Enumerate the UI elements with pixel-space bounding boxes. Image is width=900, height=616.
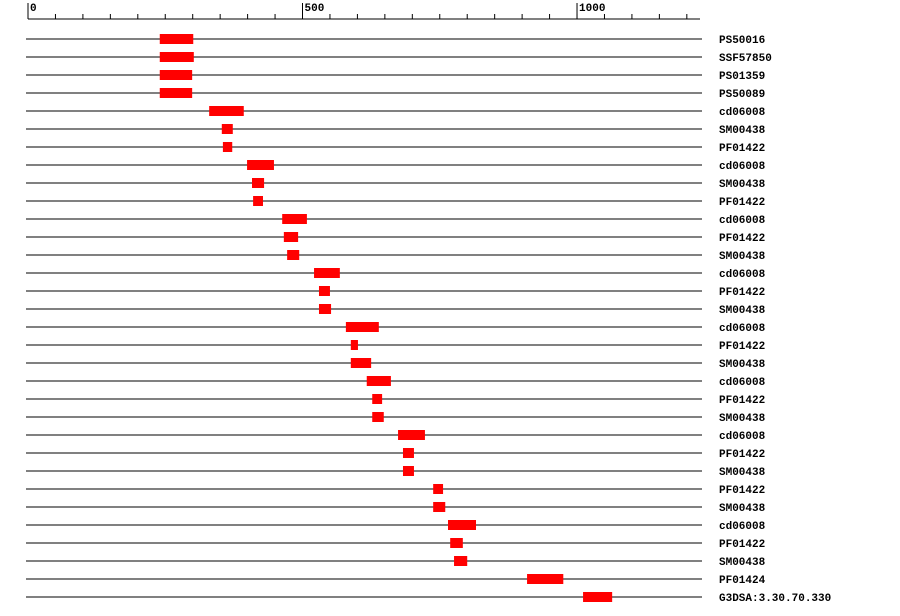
row-label: SM00438 bbox=[719, 179, 766, 191]
domain-bar bbox=[247, 160, 274, 170]
row-label: SM00438 bbox=[719, 125, 766, 137]
domain-bar bbox=[283, 232, 299, 242]
domain-bar bbox=[433, 502, 446, 512]
row-label: cd06008 bbox=[719, 107, 766, 119]
domain-bar bbox=[345, 322, 379, 332]
domain-bar bbox=[318, 304, 332, 314]
domain-bar bbox=[221, 124, 233, 134]
row-label: cd06008 bbox=[719, 521, 766, 533]
row-label: cd06008 bbox=[719, 323, 766, 335]
domain-bar bbox=[372, 394, 383, 404]
row-label: SM00438 bbox=[719, 503, 766, 515]
row-label: SM00438 bbox=[719, 305, 766, 317]
domain-bar bbox=[350, 340, 358, 350]
row-label: PF01422 bbox=[719, 395, 765, 407]
domain-bar bbox=[314, 268, 340, 278]
row-label: PF01422 bbox=[719, 449, 765, 461]
row-label: SM00438 bbox=[719, 557, 766, 569]
x-tick-label: 1000 bbox=[579, 3, 605, 15]
domain-bar bbox=[527, 574, 564, 584]
domain-bar bbox=[372, 412, 384, 422]
domain-bar bbox=[222, 142, 233, 152]
x-tick-label: 0 bbox=[30, 3, 37, 15]
domain-bar bbox=[433, 484, 444, 494]
row-label: SM00438 bbox=[719, 251, 766, 263]
domain-bar bbox=[209, 106, 244, 116]
row-label: PF01422 bbox=[719, 143, 765, 155]
row-label: cd06008 bbox=[719, 431, 766, 443]
row-label: PF01422 bbox=[719, 287, 765, 299]
domain-bar bbox=[350, 358, 372, 368]
row-label: cd06008 bbox=[719, 269, 766, 281]
row-label: PF01422 bbox=[719, 485, 765, 497]
row-label: G3DSA:3.30.70.330 bbox=[719, 593, 831, 605]
domain-bar bbox=[450, 538, 463, 548]
domain-bar bbox=[159, 34, 194, 44]
row-label: SM00438 bbox=[719, 413, 766, 425]
row-label: PF01422 bbox=[719, 539, 765, 551]
domain-bar bbox=[402, 466, 414, 476]
domain-bar bbox=[318, 286, 330, 296]
domain-bar bbox=[282, 214, 307, 224]
row-label: cd06008 bbox=[719, 215, 766, 227]
domain-bar bbox=[159, 52, 194, 62]
domain-bar bbox=[454, 556, 468, 566]
row-label: PS01359 bbox=[719, 71, 765, 83]
domain-bar bbox=[159, 70, 193, 80]
row-label: cd06008 bbox=[719, 161, 766, 173]
domain-bar bbox=[366, 376, 391, 386]
domain-bar bbox=[402, 448, 414, 458]
domain-bar bbox=[252, 178, 265, 188]
row-label: SM00438 bbox=[719, 467, 766, 479]
row-label: PS50016 bbox=[719, 35, 765, 47]
row-label: SSF57850 bbox=[719, 53, 772, 65]
x-tick-label: 500 bbox=[305, 3, 325, 15]
domain-bar bbox=[159, 88, 193, 98]
domain-bar bbox=[398, 430, 425, 440]
row-label: PF01422 bbox=[719, 197, 765, 209]
domain-bar bbox=[253, 196, 263, 206]
row-label: PF01424 bbox=[719, 575, 766, 587]
domain-bar bbox=[448, 520, 476, 530]
row-label: SM00438 bbox=[719, 359, 766, 371]
row-label: PS50089 bbox=[719, 89, 765, 101]
row-label: PF01422 bbox=[719, 341, 765, 353]
row-label: cd06008 bbox=[719, 377, 766, 389]
domain-bar bbox=[583, 592, 613, 602]
row-label: PF01422 bbox=[719, 233, 765, 245]
domain-bar bbox=[287, 250, 300, 260]
